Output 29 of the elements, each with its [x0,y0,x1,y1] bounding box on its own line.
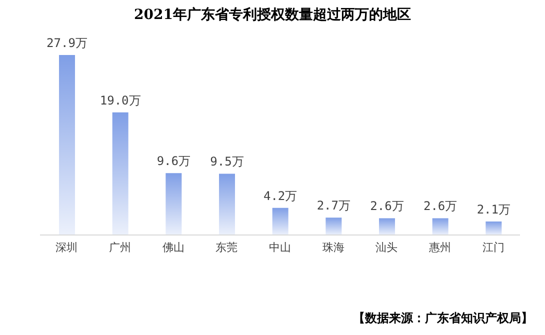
bar [379,218,395,235]
x-tick-label: 佛山 [162,240,184,254]
x-tick-label: 珠海 [322,240,344,254]
bar [219,174,235,235]
data-label: 2.6万 [423,199,458,214]
bar [272,208,288,235]
bar [112,112,128,235]
data-label: 27.9万 [46,36,88,50]
chart-title: 2021年广东省专利授权数量超过两万的地区 [133,6,412,24]
data-label: 19.0万 [100,93,141,108]
bar [326,218,342,235]
data-label: 2.6万 [370,199,404,214]
bar [59,55,75,235]
x-tick-label: 汕头 [376,240,398,254]
x-tick-label: 江门 [482,240,504,254]
data-label: 2.7万 [316,198,351,213]
data-label: 9.5万 [210,154,244,169]
x-tick-label: 深圳 [56,240,78,254]
data-label: 2.1万 [476,202,511,216]
x-tick-label: 中山 [269,240,291,254]
x-tick-label: 东莞 [216,240,238,254]
bar [166,173,182,235]
bar [486,221,502,235]
data-label: 4.2万 [263,188,298,203]
bar [432,218,448,235]
text: 【数据来源：广东省知识产权局】 [353,310,533,327]
x-tick-label: 惠州 [428,240,451,254]
data-label: 9.6万 [156,154,191,168]
x-tick-label: 广州 [109,240,131,254]
